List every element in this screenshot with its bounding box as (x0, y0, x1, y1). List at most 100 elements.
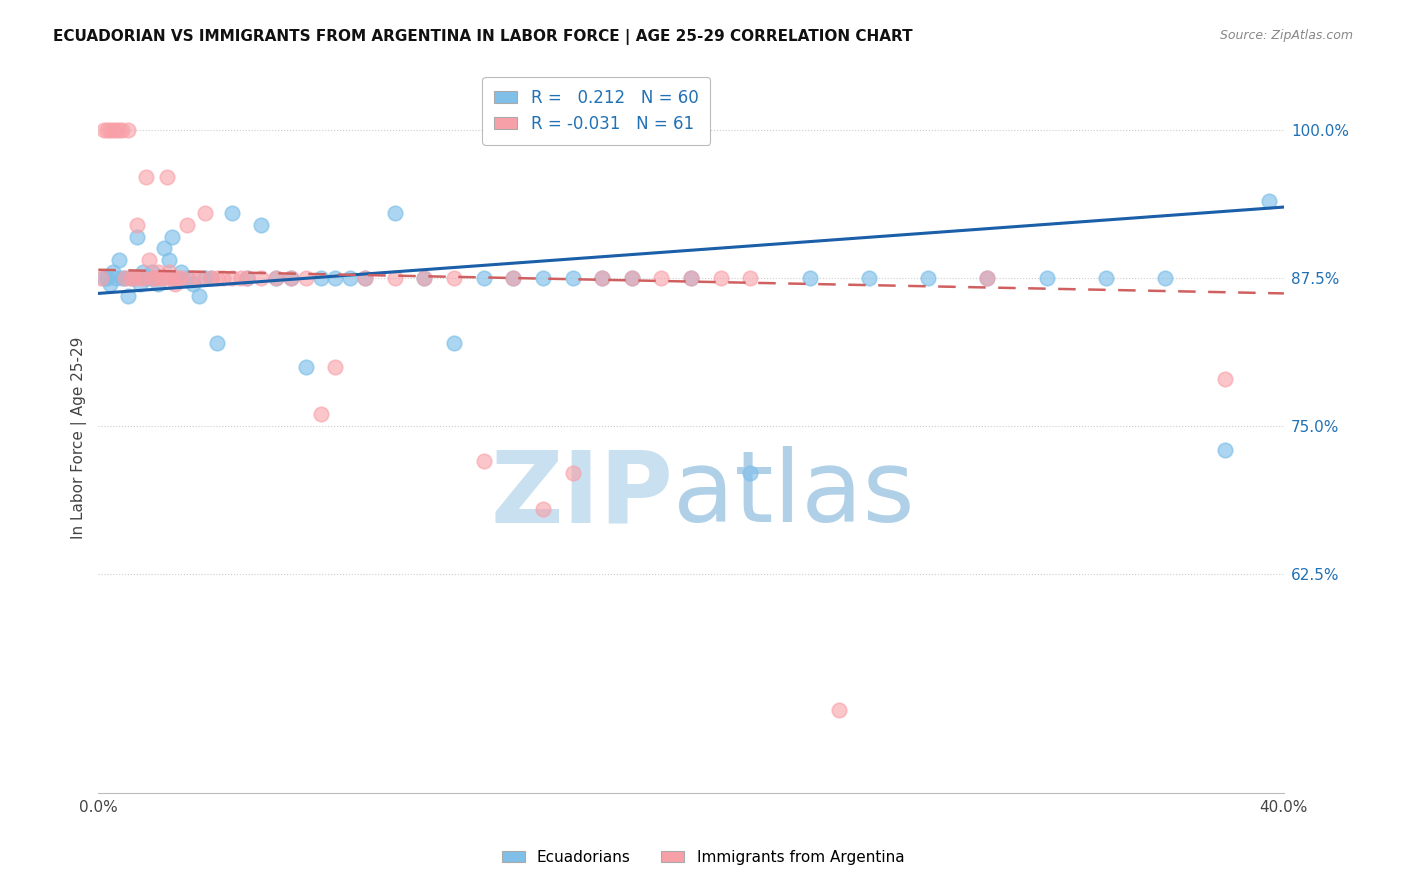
Point (740, 271, 762, 285)
Point (235, 271, 257, 285)
Point (472, 454, 495, 468)
Point (159, 265, 181, 279)
Point (135, 271, 157, 285)
Point (155, 170, 177, 185)
Point (176, 218, 198, 232)
Point (710, 271, 733, 285)
Point (128, 271, 150, 285)
Point (250, 218, 273, 232)
Point (120, 271, 142, 285)
Point (146, 277, 169, 291)
Point (280, 271, 302, 285)
Point (1036, 271, 1059, 285)
Point (443, 336, 465, 351)
Point (211, 271, 233, 285)
Point (122, 271, 145, 285)
Point (1213, 442, 1236, 457)
Point (122, 271, 145, 285)
Point (1258, 194, 1281, 208)
Point (108, 253, 131, 268)
Point (111, 123, 134, 137)
Point (531, 271, 554, 285)
Point (443, 271, 465, 285)
Text: Source: ZipAtlas.com: Source: ZipAtlas.com (1219, 29, 1353, 43)
Point (309, 271, 332, 285)
Point (354, 271, 377, 285)
Point (591, 271, 613, 285)
Point (165, 277, 187, 291)
Point (181, 271, 204, 285)
Point (93, 123, 115, 137)
Point (98, 277, 121, 291)
Point (295, 359, 318, 374)
Text: atlas: atlas (673, 446, 915, 543)
Point (799, 271, 821, 285)
Point (325, 359, 347, 374)
Point (176, 271, 198, 285)
Point (141, 265, 163, 279)
Point (114, 271, 136, 285)
Point (413, 271, 436, 285)
Point (138, 271, 160, 285)
Point (339, 271, 361, 285)
Point (740, 467, 762, 481)
Point (125, 229, 148, 244)
Point (101, 123, 124, 137)
Point (502, 271, 524, 285)
Point (170, 265, 193, 279)
Text: ZIP: ZIP (491, 446, 673, 543)
Point (135, 170, 157, 185)
Point (650, 271, 672, 285)
Point (561, 467, 583, 481)
Point (917, 271, 939, 285)
Point (132, 271, 155, 285)
Point (170, 271, 193, 285)
Point (120, 271, 142, 285)
Point (188, 289, 211, 303)
Point (828, 703, 851, 717)
Point (976, 271, 998, 285)
Point (280, 271, 302, 285)
Point (1095, 271, 1118, 285)
Point (125, 218, 148, 232)
Point (167, 271, 190, 285)
Point (162, 271, 184, 285)
Point (181, 277, 204, 291)
Point (117, 123, 139, 137)
Point (165, 271, 187, 285)
Legend: R =   0.212   N = 60, R = -0.031   N = 61: R = 0.212 N = 60, R = -0.031 N = 61 (482, 77, 710, 145)
Point (472, 271, 495, 285)
Point (384, 271, 406, 285)
Point (159, 253, 181, 268)
Point (205, 271, 228, 285)
Point (108, 123, 131, 137)
Point (132, 265, 155, 279)
Point (200, 271, 222, 285)
Point (620, 271, 643, 285)
Point (138, 253, 160, 268)
Point (1213, 371, 1236, 385)
Text: ECUADORIAN VS IMMIGRANTS FROM ARGENTINA IN LABOR FORCE | AGE 25-29 CORRELATION C: ECUADORIAN VS IMMIGRANTS FROM ARGENTINA … (53, 29, 912, 45)
Point (1154, 271, 1177, 285)
Point (128, 277, 150, 291)
Point (111, 271, 134, 285)
Point (146, 265, 169, 279)
Point (152, 271, 174, 285)
Point (90, 271, 112, 285)
Point (105, 123, 128, 137)
Point (264, 271, 287, 285)
Point (152, 242, 174, 256)
Point (295, 271, 318, 285)
Point (143, 271, 166, 285)
Point (561, 271, 583, 285)
Point (149, 271, 172, 285)
Legend: Ecuadorians, Immigrants from Argentina: Ecuadorians, Immigrants from Argentina (496, 844, 910, 871)
Point (101, 265, 124, 279)
Point (591, 271, 613, 285)
Point (221, 206, 243, 220)
Point (98, 123, 121, 137)
Point (93, 271, 115, 285)
Point (194, 271, 217, 285)
Point (531, 501, 554, 516)
Y-axis label: In Labor Force | Age 25-29: In Labor Force | Age 25-29 (72, 336, 87, 539)
